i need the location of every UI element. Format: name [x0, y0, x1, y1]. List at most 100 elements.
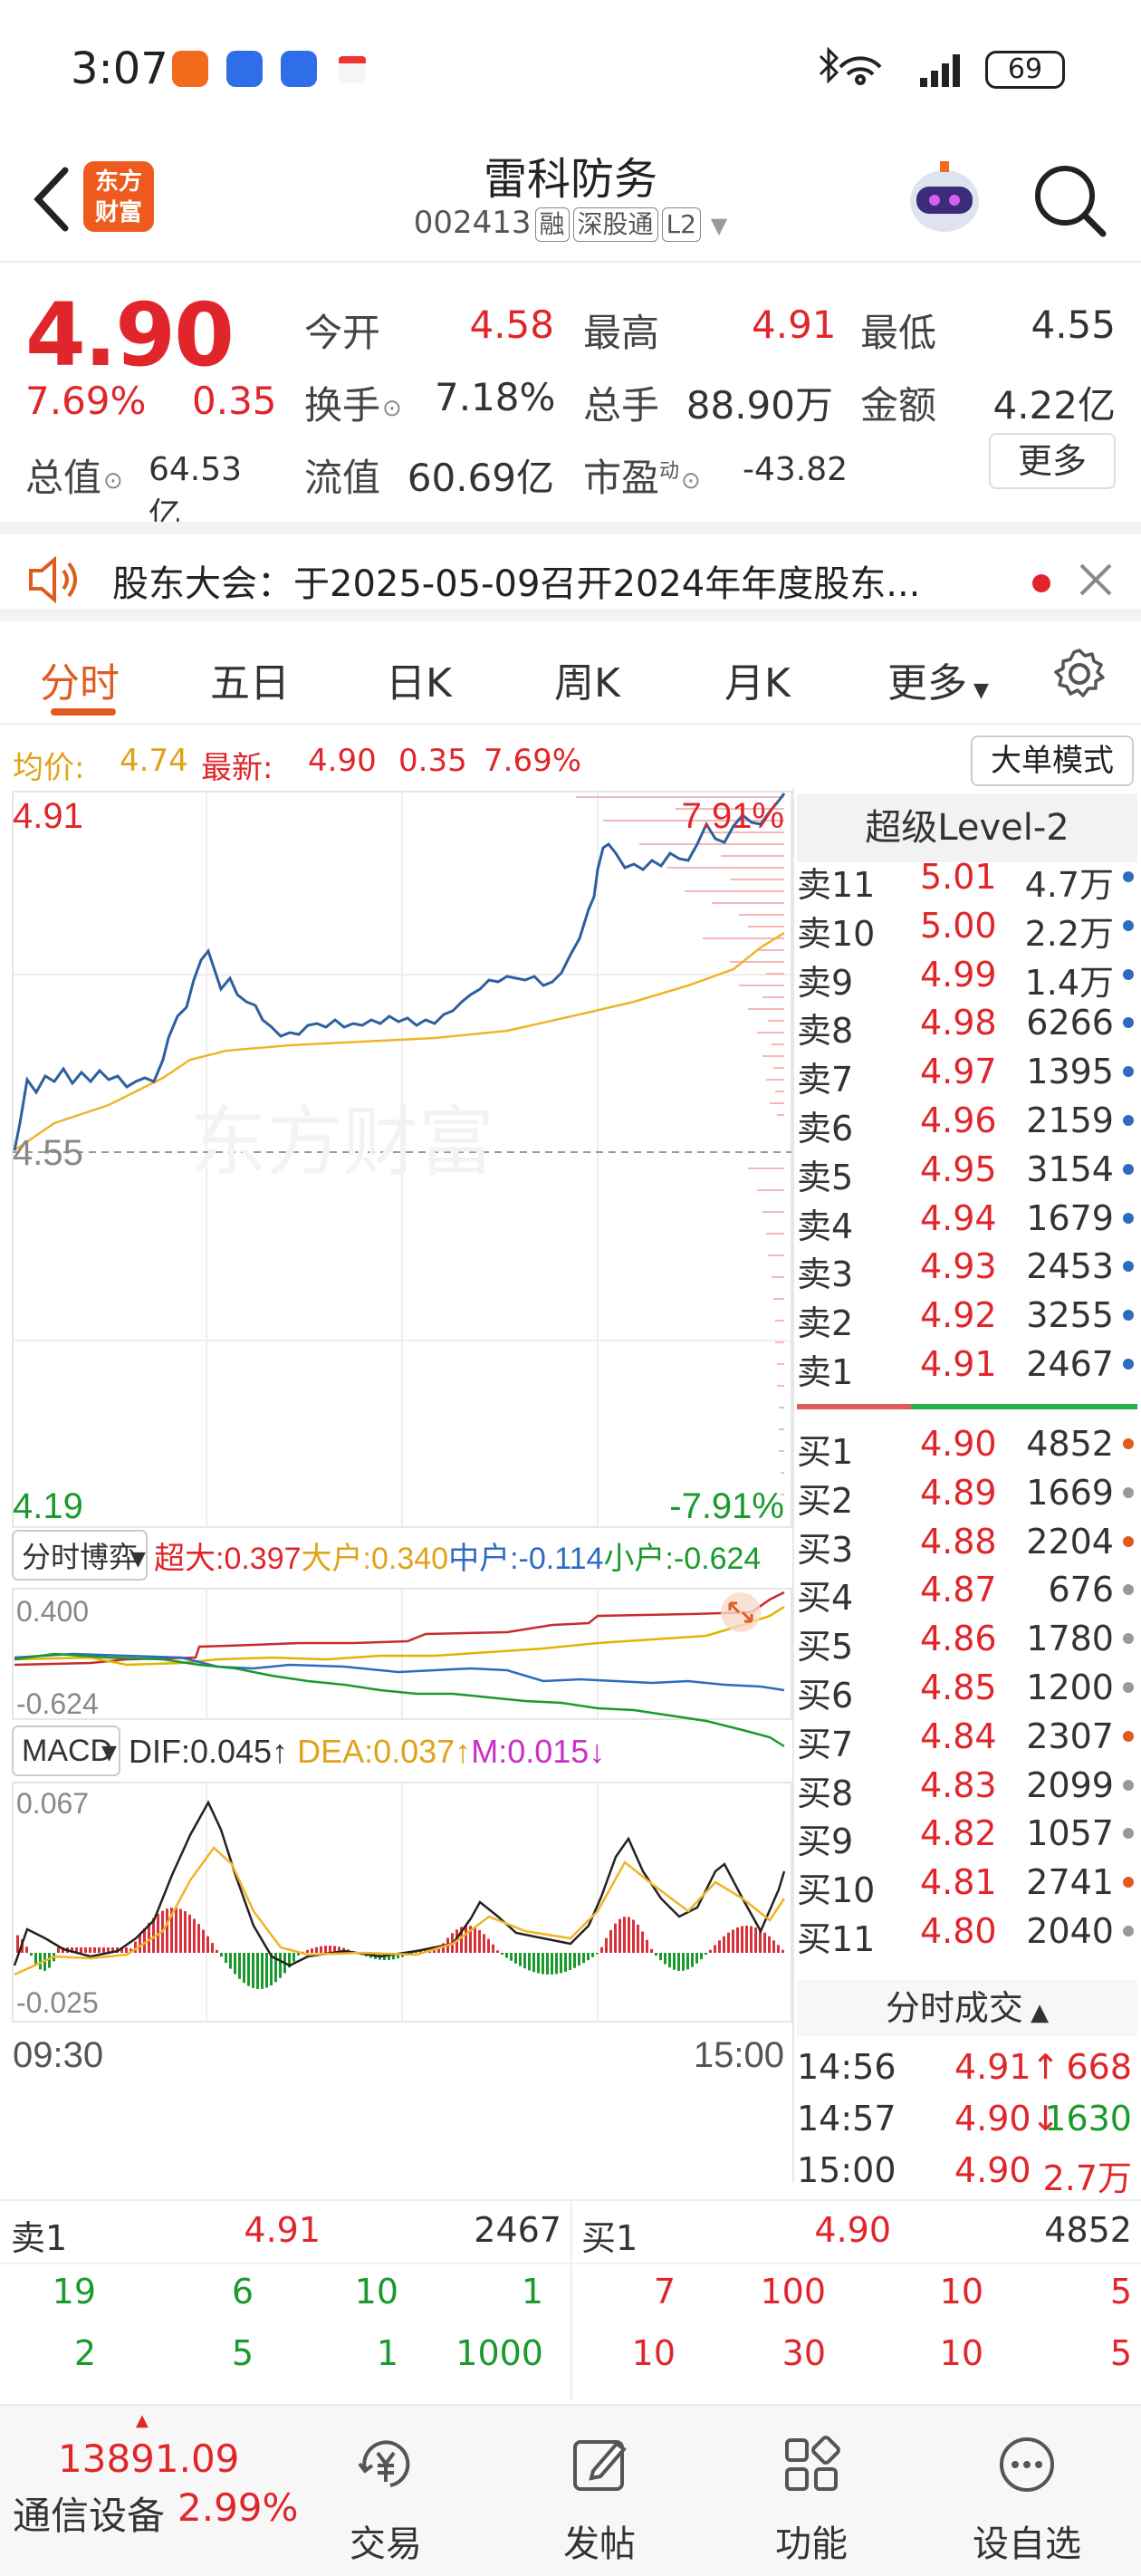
- bid-row[interactable]: 买8 4.83 2099: [797, 1760, 1137, 1813]
- macd-bar: [736, 1927, 739, 1953]
- macd-bar: [745, 1926, 748, 1953]
- expand-icon[interactable]: [721, 1592, 761, 1632]
- search-icon[interactable]: [1031, 161, 1108, 239]
- macd-bar: [718, 1940, 721, 1953]
- macd-bar: [265, 1953, 268, 1988]
- bid-row[interactable]: 买5 4.86 1780: [797, 1613, 1137, 1667]
- quote-value-4: 88.90万: [686, 383, 833, 428]
- info-icon[interactable]: ⊙: [681, 466, 701, 495]
- macd-legend: DIF:0.045↑ DEA:0.037↑M:0.015↓: [129, 1733, 605, 1770]
- macd-bar: [279, 1953, 282, 1978]
- macd-bar: [614, 1923, 617, 1953]
- macd-bar: [225, 1953, 227, 1964]
- bid-dot: [1123, 1535, 1134, 1547]
- price-max-label: 4.91: [13, 796, 83, 836]
- trade-row: 15:00 4.90 2.7万: [797, 2145, 1137, 2198]
- bid-volume: 2307: [1026, 1716, 1114, 1756]
- bid-dot: [1123, 1486, 1134, 1498]
- sell-queue-cell: 5: [231, 2333, 254, 2373]
- macd-bar: [193, 1918, 196, 1953]
- notice-bar[interactable]: 股东大会：于2025-05-09召开2024年年度股东...: [0, 522, 1141, 621]
- bid-row[interactable]: 买6 4.85 1200: [797, 1662, 1137, 1716]
- fund-flow-ymin: -0.624: [16, 1687, 99, 1720]
- macd-bar: [388, 1953, 390, 1960]
- ask-row[interactable]: 卖1 4.91 2467: [797, 1339, 1137, 1392]
- more-button[interactable]: 更多: [989, 433, 1116, 489]
- big-order-mode-button[interactable]: 大单模式: [971, 735, 1134, 786]
- bid-row[interactable]: 买11 4.80 2040: [797, 1906, 1137, 1959]
- tab-five-day[interactable]: 五日: [210, 660, 290, 706]
- bid-label: 买10: [797, 1870, 876, 1911]
- ask-row[interactable]: 卖8 4.98 6266: [797, 997, 1137, 1051]
- tab-weekly-k[interactable]: 周K: [554, 660, 620, 706]
- ask-volume: 2453: [1026, 1246, 1114, 1287]
- macd-bar: [270, 1953, 273, 1985]
- tag-margin: 融: [534, 207, 570, 242]
- intraday-chart-area[interactable]: 东方财富 4.91 4.55 4.19 7.91% -7.91% 分时博弈 ▼ …: [0, 788, 795, 2183]
- bid-row[interactable]: 买2 4.89 1669: [797, 1467, 1137, 1521]
- tab-monthly-k[interactable]: 月K: [724, 660, 791, 706]
- macd-bar: [397, 1953, 399, 1959]
- bid-row[interactable]: 买10 4.81 2741: [797, 1857, 1137, 1910]
- ask-row[interactable]: 卖9 4.99 1.4万: [797, 949, 1137, 1003]
- status-bar: 3:07 69: [0, 0, 1141, 136]
- ask-dot: [1123, 1212, 1134, 1224]
- info-icon[interactable]: ⊙: [103, 466, 123, 495]
- macd-bar: [772, 1940, 775, 1953]
- nav-trade[interactable]: 交易: [313, 2433, 458, 2567]
- time-end: 15:00: [694, 2035, 784, 2075]
- bid-row[interactable]: 买7 4.84 2307: [797, 1711, 1137, 1764]
- queue-buy-price: 4.90: [814, 2210, 891, 2250]
- bid-row[interactable]: 买1 4.90 4852: [797, 1418, 1137, 1472]
- avg-label: 均价:: [13, 750, 85, 786]
- ask-row[interactable]: 卖4 4.94 1679: [797, 1193, 1137, 1246]
- ask-dot: [1123, 968, 1134, 980]
- bid-row[interactable]: 买3 4.88 2204: [797, 1516, 1137, 1570]
- index-widget[interactable]: ▲ 13891.09 通信设备 2.99%: [0, 2406, 298, 2576]
- info-icon[interactable]: ⊙: [382, 394, 402, 422]
- tab-more[interactable]: 更多 ▼: [887, 660, 989, 706]
- ask-row[interactable]: 卖3 4.93 2453: [797, 1241, 1137, 1294]
- ask-volume: 4.7万: [1024, 865, 1114, 905]
- ask-row[interactable]: 卖7 4.97 1395: [797, 1046, 1137, 1100]
- back-icon[interactable]: [25, 163, 80, 235]
- app-notification-icon-2: [281, 51, 317, 87]
- ask-row[interactable]: 卖11 5.01 4.7万: [797, 851, 1137, 905]
- settings-gear-icon[interactable]: [1052, 647, 1107, 701]
- ask-row[interactable]: 卖10 5.00 2.2万: [797, 900, 1137, 954]
- macd-bar: [261, 1953, 264, 1989]
- assistant-robot-icon[interactable]: [902, 156, 987, 241]
- tab-daily-k[interactable]: 日K: [386, 660, 452, 706]
- dropdown-icon[interactable]: ▼: [710, 213, 728, 238]
- trades-title[interactable]: 分时成交 ▲: [797, 1980, 1137, 2036]
- macd-bar: [107, 1947, 110, 1953]
- macd-bar: [111, 1947, 114, 1953]
- ask-row[interactable]: 卖6 4.96 2159: [797, 1095, 1137, 1149]
- bid-label: 买6: [797, 1676, 854, 1716]
- bid-row[interactable]: 买9 4.82 1057: [797, 1808, 1137, 1861]
- bid-dot: [1123, 1633, 1134, 1645]
- macd-selector[interactable]: [12, 1725, 120, 1776]
- nav-watchlist[interactable]: 设自选: [954, 2433, 1099, 2567]
- pct-max-label: 7.91%: [682, 796, 784, 836]
- super-large-line: [14, 1591, 785, 1667]
- tab-intraday[interactable]: 分时: [40, 660, 120, 706]
- bid-row[interactable]: 买4 4.87 676: [797, 1564, 1137, 1618]
- level2-title[interactable]: 超级Level-2: [797, 793, 1137, 862]
- macd-bar: [306, 1949, 309, 1953]
- macd-bar: [578, 1953, 580, 1966]
- fund-flow-selector[interactable]: [12, 1530, 148, 1581]
- ask-row[interactable]: 卖5 4.95 3154: [797, 1144, 1137, 1197]
- ask-row[interactable]: 卖2 4.92 3255: [797, 1290, 1137, 1343]
- nav-functions[interactable]: 功能: [739, 2433, 884, 2567]
- macd-bar: [727, 1932, 730, 1953]
- ask-label: 卖10: [797, 913, 876, 954]
- macd-bar: [57, 1947, 60, 1953]
- trade-icon: [358, 2440, 410, 2487]
- time-start: 09:30: [13, 2035, 103, 2075]
- close-icon[interactable]: [1076, 560, 1116, 600]
- macd-bar: [437, 1948, 440, 1953]
- small-line: [14, 1652, 785, 1748]
- nav-post[interactable]: 发帖: [527, 2433, 672, 2567]
- ask-volume: 3154: [1026, 1149, 1114, 1189]
